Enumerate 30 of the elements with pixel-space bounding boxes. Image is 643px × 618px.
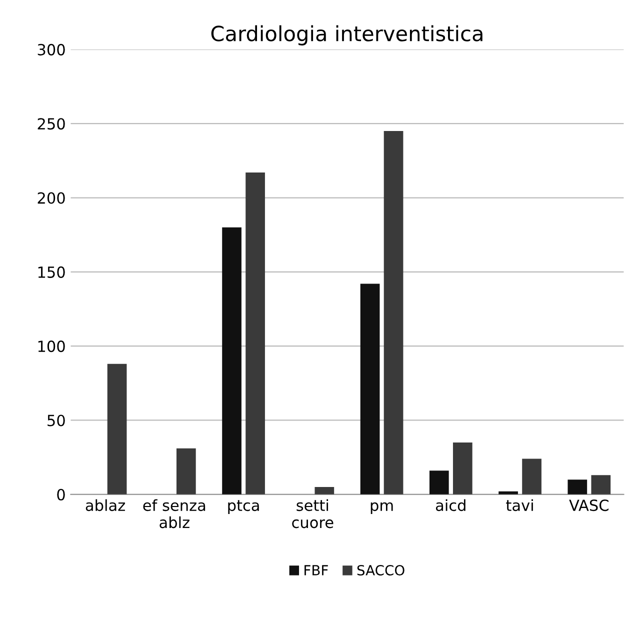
y-tick-label: 250 [38,118,65,130]
bar [384,131,404,494]
bar [568,480,588,494]
y-tick-label: 100 [38,340,65,352]
y-tick-label: 50 [48,414,65,426]
bar [429,470,449,494]
bar [452,442,472,494]
x-tick-label: pm [370,502,393,514]
y-tick-label: 150 [38,266,65,278]
bar [314,486,334,494]
bar [222,227,242,494]
chart-title: Cardiologia interventistica [211,25,482,46]
legend-label: FBF [304,565,328,576]
bar [522,458,542,494]
x-tick-label: aicd [436,499,466,512]
x-tick-label: ptca [228,500,259,514]
bar [107,364,127,494]
y-tick-label: 200 [38,192,65,204]
bar [246,172,265,494]
x-tick-label: VASC [569,500,608,512]
legend-label: SACCO [357,564,404,576]
bar [591,475,611,494]
y-tick-label: 300 [38,44,65,56]
bar [176,448,196,494]
x-tick-label: tavi [506,499,533,512]
bar [360,284,380,494]
x-tick-label: ablaz [86,499,125,512]
y-tick-label: 0 [57,488,65,500]
x-tick-label: ef senza ablz [143,499,206,528]
x-tick-label: setti cuore [292,499,334,528]
